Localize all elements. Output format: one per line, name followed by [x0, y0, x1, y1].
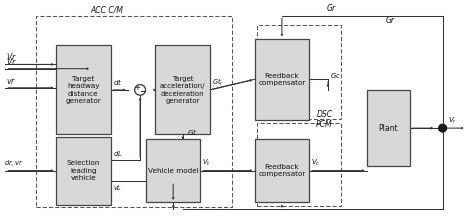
Text: Vehicle model: Vehicle model: [148, 168, 199, 174]
Bar: [255, 39, 309, 120]
Bar: [255, 139, 309, 203]
Bar: [56, 137, 110, 204]
Bar: [146, 139, 201, 203]
Text: +: +: [135, 85, 141, 91]
Text: $vL$: $vL$: [113, 183, 122, 192]
Bar: [257, 25, 341, 119]
Circle shape: [438, 124, 447, 132]
Text: $V_r$: $V_r$: [448, 115, 457, 126]
Text: $Gr$: $Gr$: [326, 2, 337, 14]
Text: $dL$: $dL$: [113, 149, 122, 158]
Text: Feedback
compensator: Feedback compensator: [258, 73, 306, 86]
Text: $vr$: $vr$: [6, 76, 17, 86]
Text: Gr: Gr: [386, 16, 395, 25]
Text: −: −: [139, 88, 145, 97]
Text: DSC
PCM: DSC PCM: [316, 110, 333, 129]
Text: $Vr$: $Vr$: [6, 56, 17, 66]
Text: $dt$: $dt$: [113, 77, 122, 87]
Text: $Gc$: $Gc$: [330, 71, 341, 80]
Text: Plant: Plant: [378, 124, 398, 133]
Circle shape: [135, 85, 146, 95]
Bar: [367, 90, 410, 166]
Bar: [257, 123, 341, 206]
Text: Selection
leading
vehicle: Selection leading vehicle: [67, 160, 100, 181]
Text: Target
headway
distance
generator: Target headway distance generator: [65, 76, 101, 104]
Bar: [155, 45, 210, 135]
Text: Feedback
compensator: Feedback compensator: [258, 164, 306, 177]
Text: $Gt_r$: $Gt_r$: [212, 77, 224, 88]
Text: Target
acceleration/
deceleration
generator: Target acceleration/ deceleration genera…: [160, 76, 205, 104]
Bar: [56, 45, 110, 135]
Text: $Vr$: $Vr$: [6, 51, 17, 62]
Text: $V_c$: $V_c$: [311, 158, 321, 168]
Text: $dr, vr$: $dr, vr$: [4, 158, 24, 169]
Text: ACC C/M: ACC C/M: [91, 5, 124, 15]
Text: $V_t$: $V_t$: [202, 158, 211, 169]
Bar: [36, 16, 232, 207]
Text: $Gt$: $Gt$: [187, 127, 198, 137]
